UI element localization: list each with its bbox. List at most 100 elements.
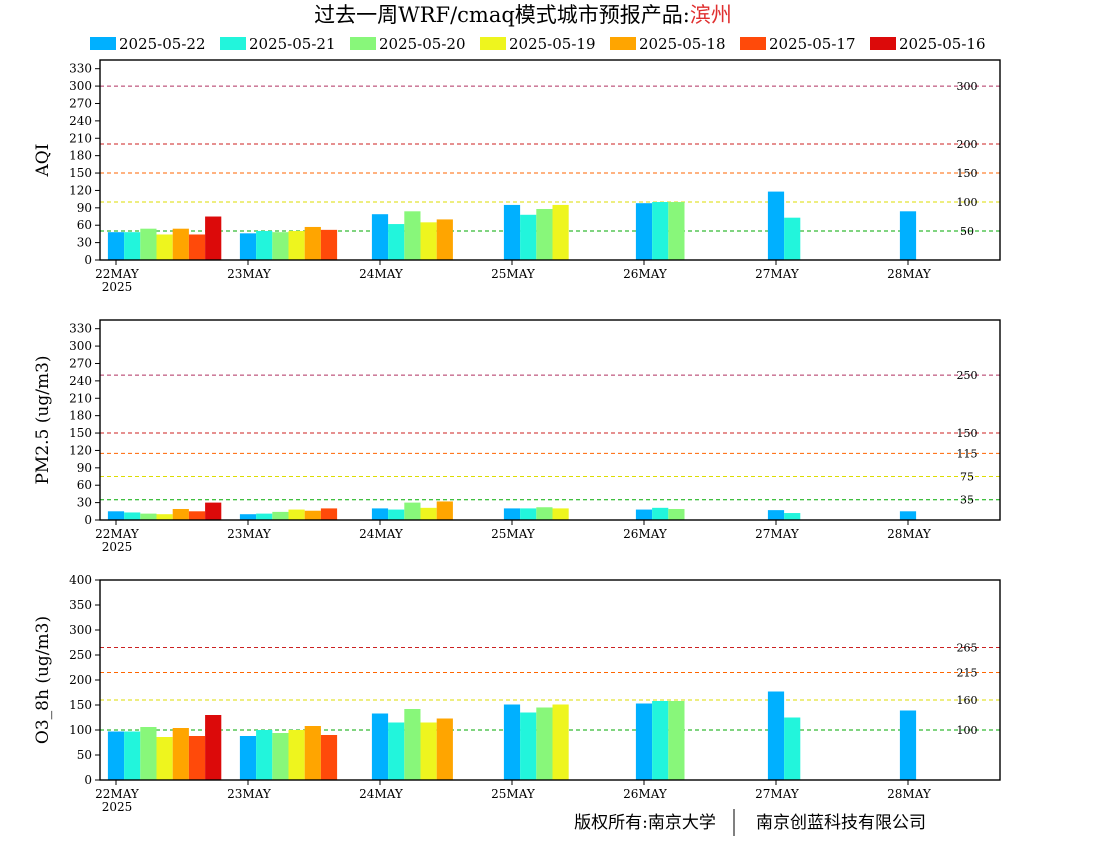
bar — [320, 508, 338, 520]
y-tick-label: 300 — [69, 79, 92, 93]
y-tick-label: 250 — [69, 648, 92, 662]
bar — [140, 228, 157, 260]
bar — [272, 511, 289, 520]
y-tick-label: 0 — [84, 513, 92, 527]
bar — [404, 211, 421, 260]
y-tick-label: 100 — [69, 723, 92, 737]
y-axis-label: AQI — [33, 144, 53, 178]
bar — [899, 211, 917, 260]
bar — [156, 514, 173, 520]
bar — [371, 713, 389, 780]
legend-label: 2025-05-18 — [639, 35, 725, 53]
bar — [520, 508, 537, 520]
y-tick-label: 270 — [69, 96, 92, 110]
bar — [503, 508, 521, 520]
bar — [205, 502, 222, 520]
y-tick-label: 330 — [69, 62, 92, 76]
x-tick-label: 25MAY — [491, 267, 536, 281]
bar — [304, 726, 321, 780]
threshold-label: 100 — [957, 724, 978, 737]
y-tick-label: 90 — [77, 201, 92, 215]
threshold-label: 35 — [960, 494, 974, 507]
legend-swatch — [220, 37, 246, 50]
bar — [188, 736, 206, 780]
x-tick-label: 28MAY — [887, 527, 932, 541]
bar — [436, 718, 453, 780]
bar — [188, 234, 206, 260]
bar — [124, 232, 141, 260]
legend-label: 2025-05-21 — [249, 35, 335, 53]
x-tick-label: 23MAY — [227, 267, 272, 281]
x-year-label: 2025 — [102, 540, 133, 554]
bar — [304, 510, 321, 520]
y-tick-label: 180 — [69, 409, 92, 423]
bar — [536, 507, 553, 520]
y-tick-label: 60 — [77, 218, 92, 232]
bar — [552, 204, 569, 260]
bar — [288, 231, 305, 260]
x-tick-label: 27MAY — [755, 527, 800, 541]
bar — [784, 217, 801, 260]
bar — [536, 208, 553, 260]
threshold-label: 200 — [957, 138, 978, 151]
bar — [436, 219, 453, 260]
x-tick-label: 23MAY — [227, 787, 272, 801]
y-tick-label: 180 — [69, 149, 92, 163]
y-tick-label: 50 — [77, 748, 92, 762]
legend-label: 2025-05-22 — [119, 35, 205, 53]
svg-text:过去一周WRF/cmaq模式城市预报产品:滨州: 过去一周WRF/cmaq模式城市预报产品:滨州 — [314, 3, 732, 27]
legend-swatch — [740, 37, 766, 50]
y-tick-label: 90 — [77, 461, 92, 475]
y-tick-label: 210 — [69, 131, 92, 145]
bar — [552, 508, 569, 520]
legend-label: 2025-05-17 — [769, 35, 855, 53]
y-axis-label: PM2.5 (ug/m3) — [33, 355, 53, 484]
bar — [320, 735, 338, 780]
y-tick-label: 150 — [69, 426, 92, 440]
bar — [404, 502, 421, 520]
bar — [784, 717, 801, 780]
bar — [899, 511, 917, 520]
bar — [668, 202, 685, 260]
threshold-label: 300 — [957, 80, 978, 93]
bar — [652, 202, 669, 260]
threshold-label: 75 — [960, 471, 974, 484]
bar — [124, 512, 141, 520]
x-tick-label: 27MAY — [755, 267, 800, 281]
y-tick-label: 400 — [69, 573, 92, 587]
bar — [256, 513, 273, 520]
y-tick-label: 150 — [69, 698, 92, 712]
x-tick-label: 24MAY — [359, 527, 404, 541]
bar — [140, 513, 157, 520]
bar — [256, 730, 273, 780]
x-tick-label: 28MAY — [887, 267, 932, 281]
y-tick-label: 0 — [84, 773, 92, 787]
x-tick-label: 22MAY — [95, 527, 140, 541]
plot-frame — [99, 319, 1001, 521]
chart-title: 过去一周WRF/cmaq模式城市预报产品: — [314, 3, 690, 27]
bar — [172, 728, 189, 780]
bar — [420, 222, 437, 260]
chart-title-city: 滨州 — [690, 3, 732, 27]
threshold-label: 250 — [957, 369, 978, 382]
bar — [520, 712, 537, 780]
x-tick-label: 26MAY — [623, 527, 668, 541]
bar — [404, 709, 421, 780]
legend-swatch — [480, 37, 506, 50]
bar — [272, 733, 289, 780]
bar — [239, 514, 257, 520]
y-tick-label: 210 — [69, 391, 92, 405]
bar — [107, 731, 125, 780]
legend-label: 2025-05-19 — [509, 35, 595, 53]
x-tick-label: 23MAY — [227, 527, 272, 541]
y-axis-label: O3_8h (ug/m3) — [33, 616, 53, 744]
x-tick-label: 24MAY — [359, 267, 404, 281]
plot-frame — [99, 59, 1001, 261]
y-tick-label: 150 — [69, 166, 92, 180]
bar — [188, 511, 206, 520]
chart-panel: 265 215 160 100 0 50 100 150 200 250 300 350 400 22MA… — [33, 573, 1001, 814]
bar — [668, 508, 685, 520]
y-tick-label: 300 — [69, 339, 92, 353]
threshold-label: 50 — [960, 225, 974, 238]
